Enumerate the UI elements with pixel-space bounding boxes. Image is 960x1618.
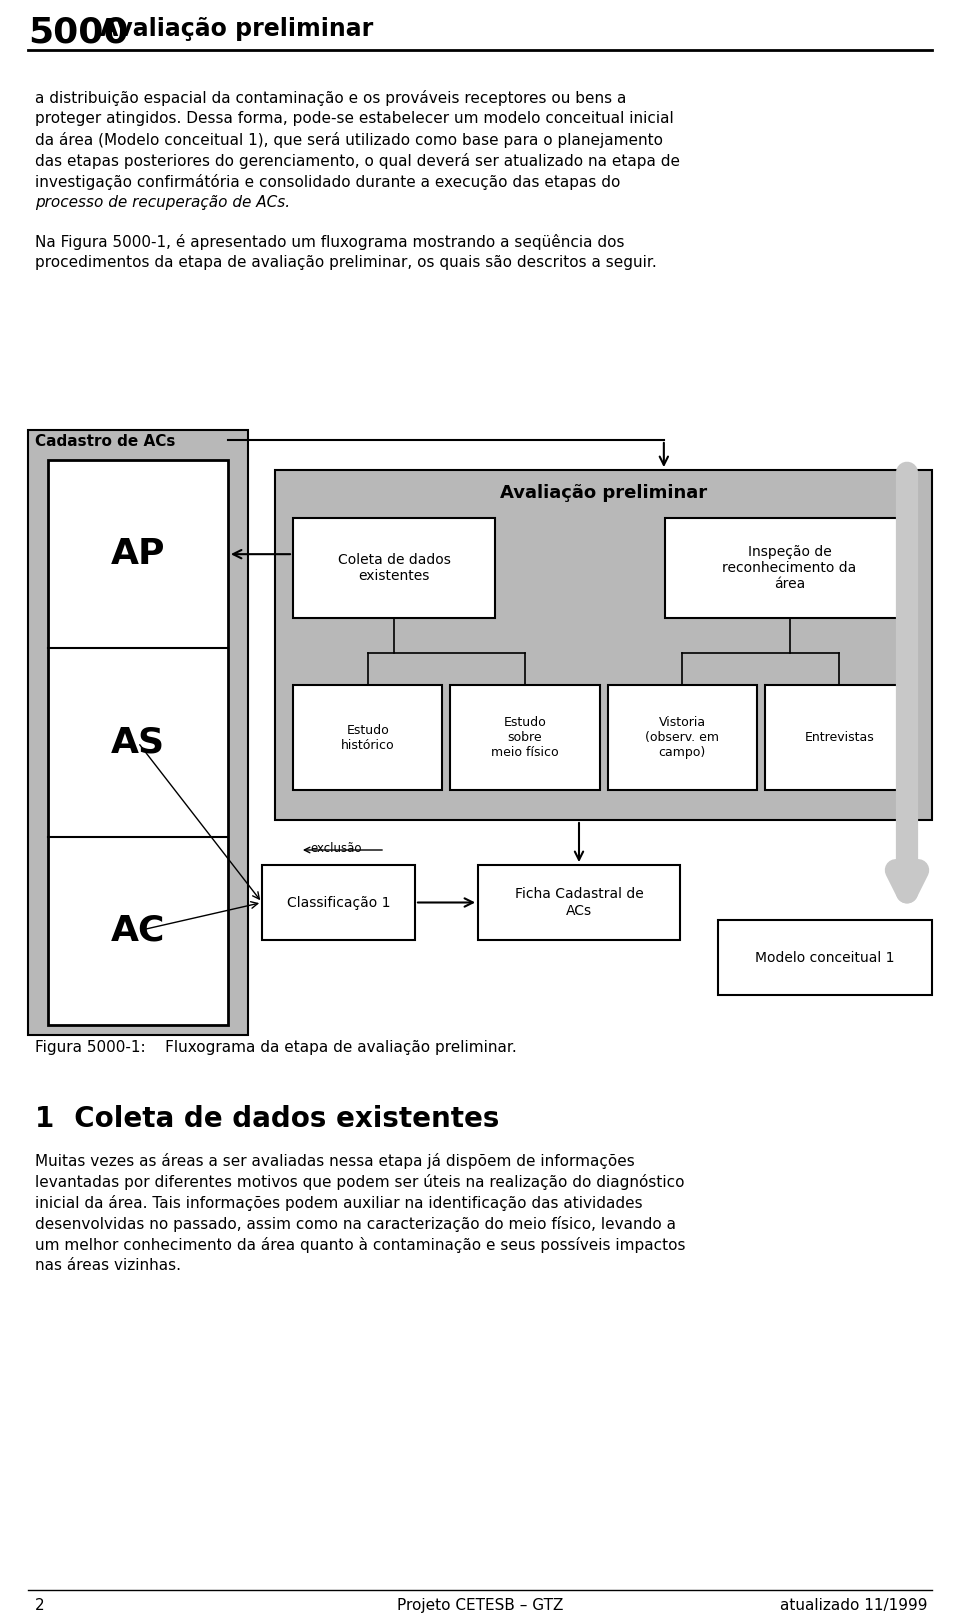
Text: Ficha Cadastral de
ACs: Ficha Cadastral de ACs	[515, 887, 643, 917]
Text: Figura 5000-1:    Fluxograma da etapa de avaliação preliminar.: Figura 5000-1: Fluxograma da etapa de av…	[35, 1040, 516, 1055]
Text: levantadas por diferentes motivos que podem ser úteis na realização do diagnósti: levantadas por diferentes motivos que po…	[35, 1175, 684, 1189]
Text: Estudo
sobre
meio físico: Estudo sobre meio físico	[492, 717, 559, 759]
Text: desenvolvidas no passado, assim como na caracterização do meio físico, levando a: desenvolvidas no passado, assim como na …	[35, 1217, 676, 1231]
Text: Avaliação preliminar: Avaliação preliminar	[100, 18, 373, 40]
Bar	[765, 684, 914, 790]
Text: investigação confirmátória e consolidado durante a execução das etapas do: investigação confirmátória e consolidado…	[35, 175, 620, 189]
Text: proteger atingidos. Dessa forma, pode-se estabelecer um modelo conceitual inicia: proteger atingidos. Dessa forma, pode-se…	[35, 112, 674, 126]
Text: um melhor conhecimento da área quanto à contaminação e seus possíveis impactos: um melhor conhecimento da área quanto à …	[35, 1238, 685, 1252]
Text: atualizado 11/1999: atualizado 11/1999	[780, 1599, 928, 1613]
Text: a distribuição espacial da contaminação e os prováveis receptores ou bens a: a distribuição espacial da contaminação …	[35, 91, 626, 107]
Text: Vistoria
(observ. em
campo): Vistoria (observ. em campo)	[645, 717, 719, 759]
Bar	[450, 684, 599, 790]
Text: Projeto CETESB – GTZ: Projeto CETESB – GTZ	[396, 1599, 564, 1613]
Text: AC: AC	[110, 914, 165, 948]
Bar	[293, 684, 443, 790]
Text: AP: AP	[110, 537, 165, 571]
Text: procedimentos da etapa de avaliação preliminar, os quais são descritos a seguir.: procedimentos da etapa de avaliação prel…	[35, 256, 657, 270]
Text: das etapas posteriores do gerenciamento, o qual deverá ser atualizado na etapa d: das etapas posteriores do gerenciamento,…	[35, 154, 680, 168]
Bar	[718, 921, 932, 995]
Text: processo de recuperação de ACs.: processo de recuperação de ACs.	[35, 196, 290, 210]
Text: Na Figura 5000-1, é apresentado um fluxograma mostrando a seqüência dos: Na Figura 5000-1, é apresentado um fluxo…	[35, 235, 625, 251]
Bar	[665, 518, 914, 618]
Text: Coleta de dados
existentes: Coleta de dados existentes	[338, 553, 450, 582]
Bar	[262, 866, 415, 940]
Text: AS: AS	[111, 725, 165, 759]
Text: 2: 2	[35, 1599, 44, 1613]
Text: Avaliação preliminar: Avaliação preliminar	[500, 484, 708, 502]
Text: Estudo
histórico: Estudo histórico	[341, 723, 395, 751]
Text: Cadastro de ACs: Cadastro de ACs	[35, 434, 176, 450]
Bar	[48, 460, 228, 1024]
Text: 1: 1	[35, 1105, 55, 1133]
Text: Classificação 1: Classificação 1	[287, 895, 391, 909]
Bar	[478, 866, 680, 940]
Bar	[28, 430, 248, 1036]
Text: Coleta de dados existentes: Coleta de dados existentes	[55, 1105, 499, 1133]
Bar	[275, 469, 932, 820]
Bar	[293, 518, 495, 618]
Text: Entrevistas: Entrevistas	[804, 731, 875, 744]
Text: 5000: 5000	[28, 15, 129, 49]
Text: nas áreas vizinhas.: nas áreas vizinhas.	[35, 1259, 181, 1273]
Text: Inspeção de
reconhecimento da
área: Inspeção de reconhecimento da área	[722, 545, 856, 591]
Text: Muitas vezes as áreas a ser avaliadas nessa etapa já dispõem de informações: Muitas vezes as áreas a ser avaliadas ne…	[35, 1154, 635, 1168]
Text: exclusão: exclusão	[310, 841, 362, 854]
Text: Modelo conceitual 1: Modelo conceitual 1	[756, 950, 895, 964]
Text: da área (Modelo conceitual 1), que será utilizado como base para o planejamento: da área (Modelo conceitual 1), que será …	[35, 133, 663, 147]
Bar	[608, 684, 756, 790]
Text: inicial da área. Tais informações podem auxiliar na identificação das atividades: inicial da área. Tais informações podem …	[35, 1196, 642, 1210]
